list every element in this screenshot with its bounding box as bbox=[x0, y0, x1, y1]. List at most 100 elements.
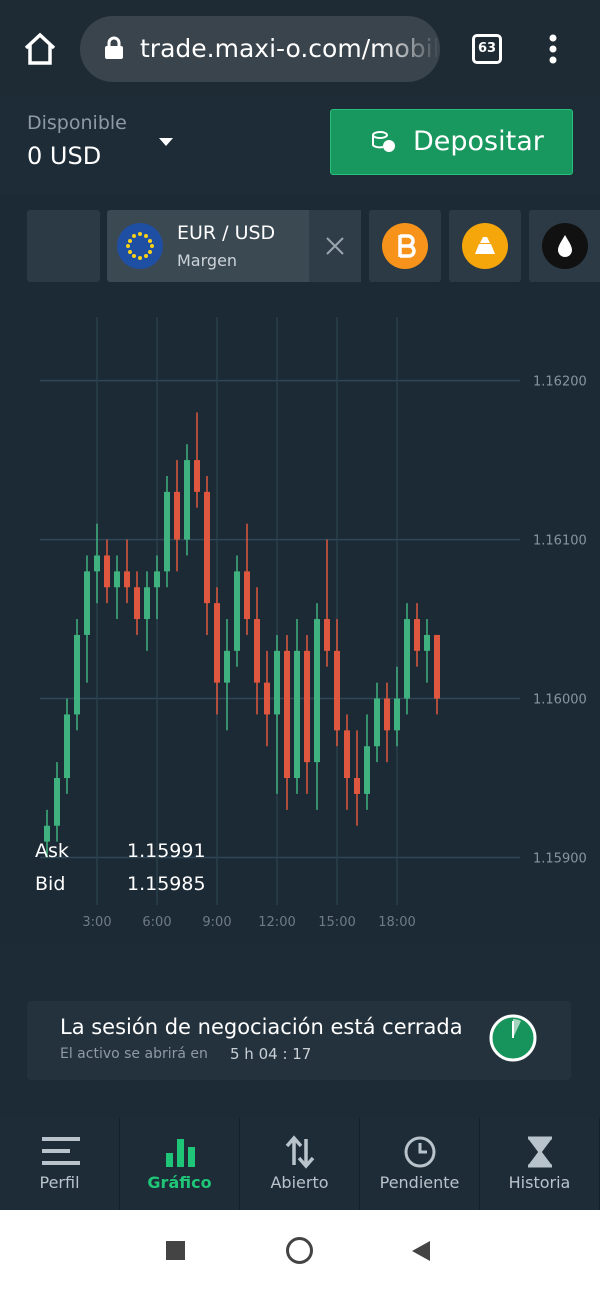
candle-body bbox=[404, 619, 410, 699]
system-nav bbox=[0, 1210, 600, 1290]
candle-body bbox=[74, 634, 80, 715]
candle-body bbox=[364, 746, 370, 794]
url-field[interactable]: trade.maxi-o.com/mobile bbox=[80, 16, 440, 82]
session-notice: La sesión de negociación está cerrada El… bbox=[27, 1001, 571, 1080]
nav-icon bbox=[166, 1139, 195, 1167]
candle-body bbox=[134, 587, 140, 620]
candle-body bbox=[274, 650, 280, 715]
asset-mode: Margen bbox=[177, 251, 238, 270]
x-tick-label: 3:00 bbox=[82, 915, 111, 930]
candle-body bbox=[174, 491, 180, 540]
home-button-system[interactable] bbox=[286, 1237, 313, 1264]
close-tab[interactable] bbox=[309, 210, 361, 282]
candle-body bbox=[254, 619, 260, 683]
recents-button[interactable] bbox=[166, 1241, 185, 1260]
candle-body bbox=[264, 682, 270, 715]
gold-icon bbox=[462, 223, 508, 269]
candle-body bbox=[54, 778, 60, 826]
candle-body bbox=[64, 714, 70, 779]
bottom-nav: Perfil Gráfico Abierto Pendiente Historia bbox=[0, 1117, 600, 1210]
nav-icon bbox=[42, 1137, 80, 1165]
countdown: 5 h 04 : 17 bbox=[230, 1045, 312, 1063]
candle-body bbox=[334, 650, 340, 731]
balance[interactable]: 0 USD bbox=[27, 142, 102, 170]
candle-body bbox=[374, 698, 380, 747]
nav-item[interactable]: Pendiente bbox=[360, 1117, 480, 1210]
ask-label: Ask bbox=[35, 840, 69, 862]
candle-body bbox=[204, 491, 210, 604]
eu-flag bbox=[117, 223, 163, 269]
candle-body bbox=[44, 825, 50, 842]
candle-body bbox=[434, 634, 440, 699]
nav-item[interactable]: Perfil bbox=[0, 1117, 120, 1210]
session-message: La sesión de negociación está cerrada bbox=[60, 1015, 463, 1039]
nav-icon bbox=[528, 1136, 552, 1168]
deposit-button[interactable]: Depositar bbox=[330, 109, 573, 175]
back-button[interactable] bbox=[411, 1240, 431, 1262]
y-tick-label: 1.16100 bbox=[533, 534, 587, 549]
nav-icon bbox=[404, 1136, 436, 1168]
candle-body bbox=[194, 460, 200, 492]
home-button[interactable] bbox=[22, 32, 58, 66]
account-header: Disponible 0 USD Depositar bbox=[0, 97, 600, 195]
candle-body bbox=[224, 650, 230, 683]
deposit-label: Depositar bbox=[413, 126, 544, 157]
candle-body bbox=[424, 634, 430, 651]
nav-item[interactable]: Historia bbox=[480, 1117, 600, 1210]
bid-price: 1.15985 bbox=[127, 873, 206, 895]
bid-label: Bid bbox=[35, 873, 66, 895]
x-tick-label: 18:00 bbox=[378, 915, 415, 930]
ask-price: 1.15991 bbox=[127, 840, 206, 862]
candle-body bbox=[184, 460, 190, 540]
lock-icon bbox=[105, 36, 123, 59]
clock-icon bbox=[489, 1014, 537, 1062]
candle-body bbox=[154, 571, 160, 588]
x-tick-label: 15:00 bbox=[318, 915, 355, 930]
nav-label: Abierto bbox=[270, 1173, 329, 1192]
url-fade bbox=[380, 16, 440, 82]
x-tick-label: 12:00 bbox=[258, 915, 295, 930]
menu-button[interactable] bbox=[547, 34, 559, 66]
y-tick-label: 1.16000 bbox=[533, 693, 587, 708]
candle-body bbox=[314, 619, 320, 763]
asset-tab[interactable] bbox=[529, 210, 600, 282]
candle-body bbox=[144, 587, 150, 620]
opens-in-label: El activo se abrirá en bbox=[60, 1046, 208, 1062]
active-asset-tab[interactable]: EUR / USD Margen bbox=[107, 210, 361, 282]
asset-tab[interactable] bbox=[369, 210, 441, 282]
nav-item[interactable]: Gráfico bbox=[120, 1117, 240, 1210]
candle-body bbox=[114, 571, 120, 588]
nav-label: Gráfico bbox=[147, 1173, 212, 1192]
candle-body bbox=[324, 619, 330, 651]
nav-item[interactable]: Abierto bbox=[240, 1117, 360, 1210]
candle-body bbox=[124, 571, 130, 588]
x-tick-label: 6:00 bbox=[142, 915, 171, 930]
bitcoin-icon bbox=[382, 223, 428, 269]
x-tick-label: 9:00 bbox=[202, 915, 231, 930]
y-tick-label: 1.16200 bbox=[533, 375, 587, 390]
balance-label: Disponible bbox=[27, 112, 127, 134]
candle-body bbox=[354, 778, 360, 794]
candle-body bbox=[394, 698, 400, 731]
asset-name: EUR / USD bbox=[177, 222, 276, 244]
candle-body bbox=[84, 571, 90, 635]
balance-dropdown[interactable] bbox=[158, 137, 174, 147]
asset-tab[interactable] bbox=[27, 210, 100, 282]
candle-body bbox=[414, 619, 420, 651]
chart: 1.15900 1.16000 1.16100 1.16200 3:00 6:00 9:00… bbox=[40, 317, 587, 930]
tab-count[interactable]: 63 bbox=[472, 34, 502, 64]
candle-body bbox=[164, 491, 170, 572]
deposit-icon bbox=[372, 131, 395, 152]
candle-body bbox=[214, 603, 220, 683]
asset-tab[interactable] bbox=[449, 210, 521, 282]
candle-body bbox=[284, 650, 290, 779]
nav-label: Perfil bbox=[39, 1173, 80, 1192]
close-icon bbox=[326, 237, 344, 255]
candle-body bbox=[294, 650, 300, 779]
candle-body bbox=[234, 571, 240, 651]
candle-body bbox=[344, 730, 350, 779]
y-tick-label: 1.15900 bbox=[533, 852, 587, 867]
oil-icon bbox=[542, 223, 588, 269]
candle-body bbox=[384, 698, 390, 731]
